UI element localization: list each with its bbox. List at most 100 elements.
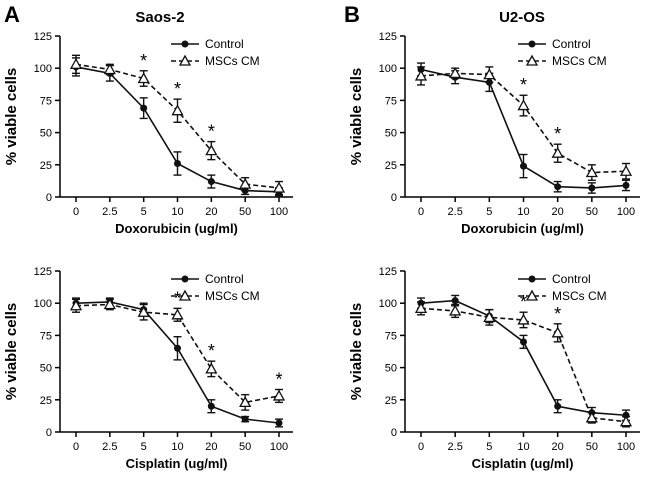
significance-marker: *	[275, 369, 282, 389]
x-tick-label: 2.5	[448, 206, 463, 218]
data-point	[588, 184, 596, 192]
y-tick-label: 100	[34, 63, 52, 75]
significance-marker: *	[208, 122, 215, 142]
legend-label: Control	[552, 272, 591, 286]
series-mscs-cm	[69, 54, 286, 196]
significance-marker: *	[140, 51, 147, 71]
y-axis-label: % viable cells	[3, 303, 20, 401]
y-tick-label: 25	[40, 160, 52, 172]
significance-marker: *	[554, 304, 561, 324]
data-point	[449, 67, 462, 79]
x-tick-label: 2.5	[102, 206, 117, 218]
data-point	[414, 302, 428, 314]
chart-2: 0 25 50 75 100 125 0 2.5 5 10 20 50 100 Doxorubicin (…	[348, 31, 640, 236]
x-tick-label: 100	[270, 206, 288, 218]
data-point	[520, 162, 527, 170]
x-axis-label: Doxorubicin (ug/ml)	[115, 221, 238, 236]
legend-label: MSCs CM	[552, 289, 607, 303]
legend-marker	[178, 289, 192, 301]
data-point	[205, 144, 218, 156]
data-point	[622, 181, 630, 189]
y-tick-label: 25	[385, 395, 397, 407]
data-point	[239, 177, 252, 189]
x-tick-label: 50	[586, 441, 598, 453]
data-point	[451, 297, 459, 305]
significance-marker: *	[554, 124, 561, 144]
data-point	[103, 298, 116, 310]
y-tick-label: 0	[391, 427, 397, 439]
legend-label: Control	[205, 37, 244, 51]
panel-title-u2os: U2-OS	[499, 9, 545, 26]
data-point	[554, 183, 562, 191]
legend-marker	[528, 275, 536, 283]
data-point	[449, 304, 462, 316]
data-point	[239, 396, 252, 408]
x-tick-label: 2.5	[102, 441, 117, 453]
x-tick-label: 5	[141, 441, 147, 453]
x-tick-label: 5	[486, 206, 492, 218]
y-tick-label: 50	[40, 128, 52, 140]
legend-label: Control	[552, 37, 591, 51]
y-tick-label: 100	[379, 298, 397, 310]
chart-1: 0 25 50 75 100 125 0 2.5 5 10 20 50 100 Doxorubicin (…	[3, 31, 293, 236]
y-tick-label: 100	[379, 63, 397, 75]
data-point	[483, 68, 496, 80]
legend: Control MSCs CM	[518, 37, 607, 68]
data-point	[137, 72, 150, 84]
significance-marker: *	[208, 341, 215, 361]
significance-marker: *	[520, 75, 527, 95]
y-axis-label: % viable cells	[348, 68, 365, 166]
legend-marker	[181, 275, 189, 283]
data-point	[207, 402, 215, 410]
data-point	[137, 305, 150, 317]
y-tick-label: 50	[385, 363, 397, 375]
data-point	[241, 415, 249, 423]
y-tick-label: 0	[391, 192, 397, 204]
x-tick-label: 0	[418, 206, 424, 218]
y-tick-label: 75	[40, 330, 52, 342]
y-tick-label: 100	[34, 298, 52, 310]
x-axis-label: Cisplatin (ug/ml)	[472, 456, 574, 471]
data-point	[585, 166, 598, 178]
data-point	[554, 402, 562, 410]
data-point	[205, 362, 218, 374]
chart-4: 0 25 50 75 100 125 0 2.5 5 10 20 50 100 Cisplatin (ug…	[348, 266, 640, 471]
panel-letter-a: A	[4, 2, 20, 27]
x-axis-label: Cisplatin (ug/ml)	[126, 456, 228, 471]
data-point	[414, 69, 428, 81]
y-tick-label: 25	[40, 395, 52, 407]
y-tick-label: 50	[40, 363, 52, 375]
chart-3: 0 25 50 75 100 125 0 2.5 5 10 20 50 100 Cisplatin (ug…	[3, 266, 293, 471]
data-point	[140, 104, 148, 112]
x-tick-label: 50	[239, 206, 251, 218]
y-tick-label: 50	[385, 128, 397, 140]
y-tick-label: 0	[46, 427, 52, 439]
legend-label: MSCs CM	[552, 54, 607, 68]
significance-marker: *	[520, 292, 527, 312]
y-tick-label: 75	[40, 95, 52, 107]
x-tick-label: 10	[171, 441, 183, 453]
data-point	[174, 344, 181, 352]
data-point	[619, 415, 633, 427]
y-tick-label: 0	[46, 192, 52, 204]
x-axis-label: Doxorubicin (ug/ml)	[461, 221, 584, 236]
legend-marker	[178, 54, 192, 66]
data-point	[551, 146, 564, 158]
data-point	[174, 160, 181, 168]
legend: Control MSCs CM	[518, 272, 607, 303]
x-tick-label: 20	[552, 206, 564, 218]
data-point	[517, 313, 530, 325]
data-point	[275, 419, 283, 427]
legend-marker	[181, 40, 189, 48]
legend-label: Control	[205, 272, 244, 286]
y-tick-label: 125	[379, 266, 397, 278]
y-tick-label: 125	[34, 266, 52, 278]
legend-marker	[528, 40, 536, 48]
legend: Control MSCs CM	[171, 272, 260, 303]
legend-label: MSCs CM	[205, 54, 260, 68]
data-point	[272, 181, 286, 193]
x-tick-label: 10	[171, 206, 183, 218]
x-tick-label: 100	[617, 441, 635, 453]
x-tick-label: 10	[517, 441, 529, 453]
